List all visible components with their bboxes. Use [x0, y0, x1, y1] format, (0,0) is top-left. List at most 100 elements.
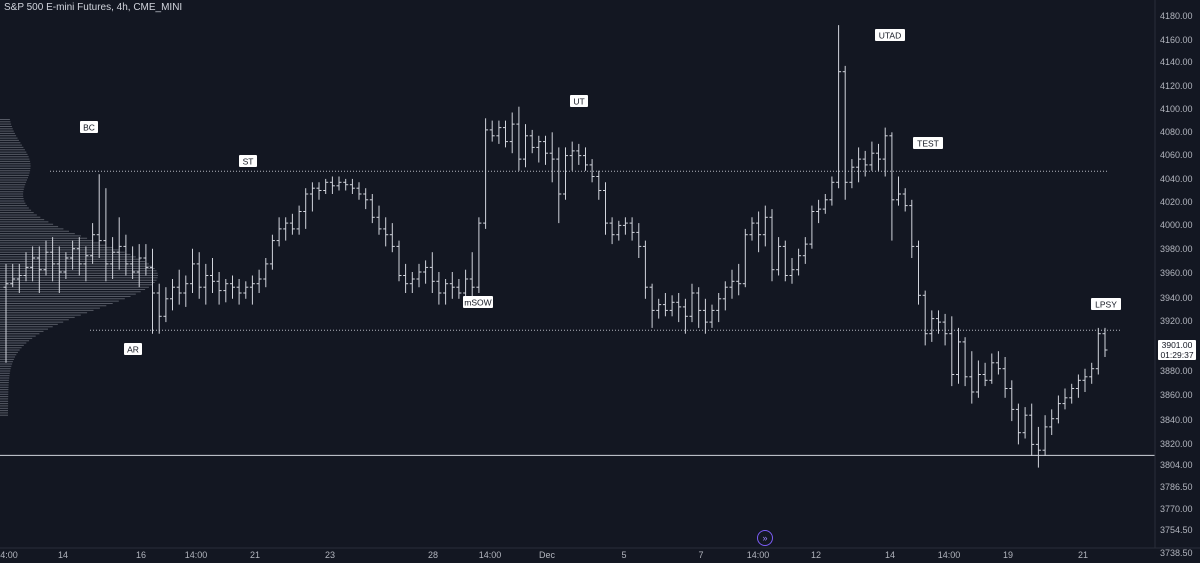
ohlc-bar — [736, 263, 742, 296]
ohlc-bar — [116, 217, 122, 270]
ohlc-bar — [909, 199, 915, 258]
ohlc-bar — [982, 362, 988, 387]
ohlc-bar — [136, 244, 142, 288]
ohlc-bar — [543, 135, 548, 165]
ohlc-bar — [296, 205, 302, 235]
ohlc-bar — [669, 295, 675, 317]
ohlc-bar — [529, 129, 535, 154]
ohlc-bar — [43, 240, 49, 276]
ohlc-bar — [489, 120, 495, 142]
annotation-text: BC — [83, 123, 95, 133]
ohlc-bar — [829, 176, 835, 206]
ohlc-bar — [409, 272, 415, 293]
price-tick-label: 3940.00 — [1160, 293, 1193, 303]
annotation-ar: AR — [124, 343, 142, 355]
ohlc-bar — [949, 316, 955, 387]
ohlc-bar — [563, 147, 568, 200]
ohlc-bar — [1035, 426, 1041, 468]
annotation-box — [875, 29, 905, 41]
ohlc-bar — [1089, 362, 1095, 384]
annotation-bc: BC — [80, 121, 98, 133]
ohlc-bars — [3, 25, 1108, 468]
ohlc-bar — [76, 237, 82, 276]
price-tick-label: 4160.00 — [1160, 35, 1193, 45]
ohlc-bar — [849, 159, 855, 189]
time-tick-label: 4:00 — [0, 550, 18, 560]
annotation-box — [913, 137, 943, 149]
annotation-text: UTAD — [879, 31, 902, 41]
ohlc-bar — [389, 223, 395, 253]
time-tick-label: 5 — [621, 550, 626, 560]
time-tick-label: 14 — [885, 550, 895, 560]
ohlc-bar — [436, 272, 442, 305]
price-tick-label: 3738.50 — [1160, 548, 1193, 558]
ohlc-bar — [363, 188, 369, 210]
ohlc-bar — [942, 313, 948, 346]
time-tick-label: 14 — [58, 550, 68, 560]
ohlc-bar — [589, 159, 595, 183]
ohlc-bar — [256, 269, 262, 293]
ohlc-bar — [882, 127, 888, 177]
ohlc-bar — [483, 118, 489, 229]
ohlc-bar — [416, 263, 422, 288]
annotation-box — [80, 121, 98, 133]
ohlc-bar — [1042, 415, 1048, 456]
ohlc-bar — [916, 240, 921, 305]
ohlc-bar — [536, 135, 542, 163]
ohlc-bar — [196, 252, 202, 299]
ohlc-bar — [336, 176, 342, 191]
price-tick-label: 4120.00 — [1160, 81, 1193, 91]
ohlc-bar — [816, 199, 822, 224]
ohlc-bar — [1055, 395, 1061, 424]
ohlc-bar — [1022, 407, 1028, 439]
ohlc-bar — [123, 234, 129, 276]
annotation-test: TEST — [913, 137, 943, 149]
ohlc-bar — [676, 293, 682, 323]
price-tick-label: 4000.00 — [1160, 220, 1193, 230]
annotation-text: UT — [573, 97, 584, 107]
ohlc-bar — [56, 246, 62, 293]
ohlc-bar — [90, 223, 96, 264]
ohlc-bar — [796, 248, 802, 276]
time-tick-label: 23 — [325, 550, 335, 560]
ohlc-bar — [170, 279, 175, 311]
ohlc-bar — [662, 293, 668, 317]
ohlc-bar — [283, 217, 289, 241]
ohlc-bar — [876, 143, 881, 171]
ohlc-bar — [995, 351, 1001, 375]
price-axis[interactable]: 4180.00 4160.00 4140.00 4120.00 4100.00 4080.… — [1160, 11, 1193, 558]
last-price-tag: 3901.00 01:29:37 — [1158, 340, 1196, 360]
ohlc-bar — [16, 263, 22, 293]
double-chevron-right-icon[interactable]: » — [757, 530, 773, 546]
ohlc-bar — [729, 269, 735, 299]
annotation-text: TEST — [917, 139, 939, 149]
ohlc-bar — [862, 150, 868, 177]
ohlc-bar — [569, 141, 575, 171]
ohlc-bar — [809, 205, 815, 249]
ohlc-bar — [456, 279, 462, 299]
price-tick-label: 3860.00 — [1160, 390, 1193, 400]
annotation-text: LPSY — [1095, 300, 1117, 310]
ohlc-bar — [276, 217, 282, 247]
ohlc-bar — [929, 310, 935, 342]
ohlc-bar — [962, 337, 968, 387]
time-tick-label: 14:00 — [479, 550, 502, 560]
ohlc-bar — [969, 351, 975, 404]
ohlc-bar — [509, 112, 515, 154]
ohlc-bar — [956, 327, 961, 384]
ohlc-bar — [316, 182, 322, 200]
ohlc-bar — [243, 281, 249, 299]
ohlc-bar — [702, 298, 708, 334]
ohlc-bar — [1069, 383, 1075, 404]
price-tick-label: 3754.50 — [1160, 525, 1193, 535]
ohlc-bar — [549, 132, 555, 183]
price-tick-label: 3840.00 — [1160, 415, 1193, 425]
ohlc-bar — [1002, 357, 1008, 398]
time-axis[interactable]: 4:00 14 16 14:00 21 23 28 14:00 Dec 5 7 14:00 12 14 14… — [0, 550, 1088, 560]
price-tick-label: 3880.00 — [1160, 366, 1193, 376]
ohlc-bar — [463, 269, 469, 299]
ohlc-bar — [523, 124, 528, 168]
ohlc-bar — [10, 263, 16, 288]
time-tick-label: 14:00 — [747, 550, 770, 560]
